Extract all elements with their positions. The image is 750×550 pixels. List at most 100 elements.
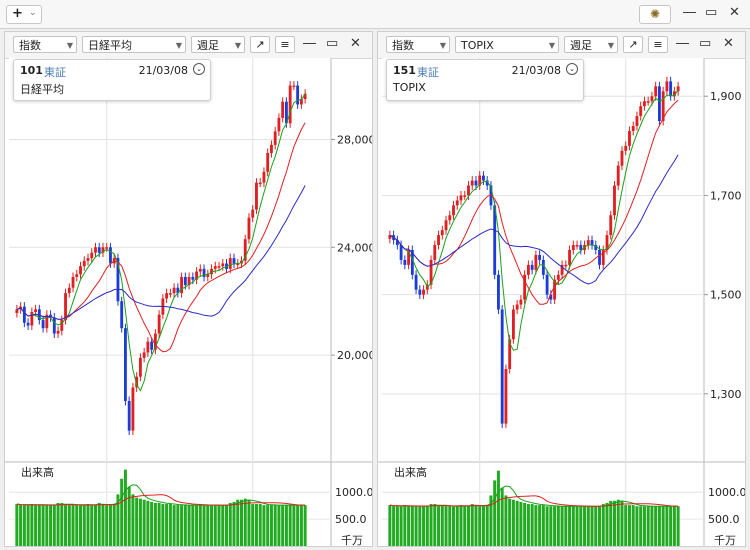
candle-body	[202, 268, 206, 277]
settings-gear-icon[interactable]: ✺	[639, 5, 671, 24]
candle-body	[97, 247, 101, 253]
volume-bar	[127, 486, 131, 546]
volume-bar	[481, 506, 485, 546]
volume-bar	[556, 506, 560, 546]
candle-body	[131, 387, 135, 431]
window-close-icon[interactable]: ✕	[729, 5, 740, 20]
volume-bar	[579, 506, 583, 546]
type-select[interactable]: 指数 ▼	[13, 36, 77, 53]
panel-maximize-icon[interactable]: ▭	[699, 36, 712, 51]
volume-bar	[296, 505, 300, 546]
volume-bar	[642, 506, 646, 546]
panel-close-icon[interactable]: ✕	[723, 36, 734, 51]
add-dropdown-caret-icon: ⌄	[29, 8, 37, 18]
candle-body	[71, 276, 75, 288]
candle-body	[150, 341, 154, 350]
volume-bar	[526, 504, 530, 546]
popout-icon[interactable]: ↗	[250, 36, 270, 53]
period-select[interactable]: 週足 ▼	[564, 36, 618, 53]
index-select[interactable]: TOPIX ▼	[455, 36, 559, 53]
volume-bar	[64, 505, 68, 546]
volume-bar	[236, 499, 240, 546]
candle-body	[22, 306, 26, 323]
volume-bar	[56, 502, 60, 546]
window-maximize-icon[interactable]: ▭	[705, 5, 718, 20]
volume-bar	[75, 505, 79, 546]
candle-body	[672, 91, 676, 97]
panel-maximize-icon[interactable]: ▭	[326, 36, 339, 51]
candle-body	[172, 287, 176, 294]
symbol-info-card[interactable]: 101 東証 21/03/08 ⌄ 日経平均	[13, 59, 211, 101]
volume-bar	[523, 502, 527, 546]
volume-bar	[665, 506, 669, 546]
volume-bar	[26, 505, 30, 546]
volume-bar	[639, 506, 643, 546]
volume-bar	[624, 505, 628, 546]
chart-panel-topix: 指数 ▼ TOPIX ▼ 週足 ▼ ↗ ≡ ― ▭ ✕ 151 東証 21/03/08…	[377, 31, 746, 547]
popout-icon[interactable]: ↗	[623, 36, 643, 53]
candle-body	[549, 294, 553, 300]
candle-body	[526, 264, 530, 275]
volume-bar	[34, 505, 38, 546]
ma-short-line	[16, 93, 306, 392]
candle-body	[590, 240, 594, 246]
volume-bar	[71, 505, 75, 546]
volume-bar	[489, 495, 493, 546]
candle-body	[598, 250, 601, 265]
list-menu-icon[interactable]: ≡	[275, 36, 295, 53]
candle-body	[15, 309, 19, 314]
candle-body	[429, 259, 433, 285]
candle-body	[180, 276, 184, 294]
candle-body	[105, 247, 109, 249]
volume-bar	[161, 504, 165, 546]
index-select[interactable]: 日経平均 ▼	[82, 36, 186, 53]
volume-bar	[183, 505, 187, 546]
volume-bar	[225, 505, 229, 546]
volume-bar	[560, 506, 564, 546]
expand-chevron-icon[interactable]: ⌄	[566, 63, 578, 75]
symbol-info-card[interactable]: 151 東証 21/03/08 ⌄ TOPIX	[386, 59, 584, 101]
window-minimize-icon[interactable]: ―	[683, 5, 696, 20]
volume-ma-mid-line	[16, 494, 306, 506]
volume-bar	[440, 506, 444, 546]
volume-bar	[661, 506, 665, 546]
volume-bar	[654, 506, 658, 546]
type-select-value: 指数	[392, 39, 414, 52]
period-select[interactable]: 週足 ▼	[191, 36, 245, 53]
candle-body	[49, 314, 52, 318]
add-chart-button[interactable]: + ⌄	[6, 5, 42, 24]
candle-body	[124, 328, 127, 401]
panel-minimize-icon[interactable]: ―	[303, 36, 316, 51]
volume-title: 出来高	[21, 465, 54, 479]
volume-bar	[493, 480, 497, 546]
period-select-value: 週足	[197, 39, 219, 52]
candle-body	[52, 317, 56, 334]
volume-bar	[138, 498, 142, 546]
volume-bar	[79, 505, 83, 546]
volume-bar	[466, 506, 470, 546]
candle-body	[556, 274, 560, 280]
volume-bar	[459, 505, 463, 546]
chevron-down-icon: ▼	[439, 41, 446, 50]
volume-title: 出来高	[394, 465, 427, 479]
volume-bar	[112, 504, 116, 546]
list-menu-icon[interactable]: ≡	[648, 36, 668, 53]
volume-bar	[157, 502, 161, 546]
type-select[interactable]: 指数 ▼	[386, 36, 450, 53]
volume-bar	[631, 505, 635, 546]
volume-bar	[545, 506, 549, 546]
panel-minimize-icon[interactable]: ―	[676, 36, 689, 51]
candle-body	[463, 195, 467, 197]
panel-close-icon[interactable]: ✕	[350, 36, 361, 51]
candle-body	[571, 245, 575, 250]
expand-chevron-icon[interactable]: ⌄	[193, 63, 205, 75]
candle-body	[586, 240, 590, 246]
candle-body	[440, 230, 444, 236]
candle-body	[41, 320, 45, 329]
candle-body	[459, 195, 463, 201]
candle-body	[116, 258, 120, 302]
volume-unit-label: 千万	[341, 534, 363, 546]
period-select-value: 週足	[570, 39, 592, 52]
volume-bar	[191, 505, 195, 546]
candle-body	[135, 376, 139, 388]
